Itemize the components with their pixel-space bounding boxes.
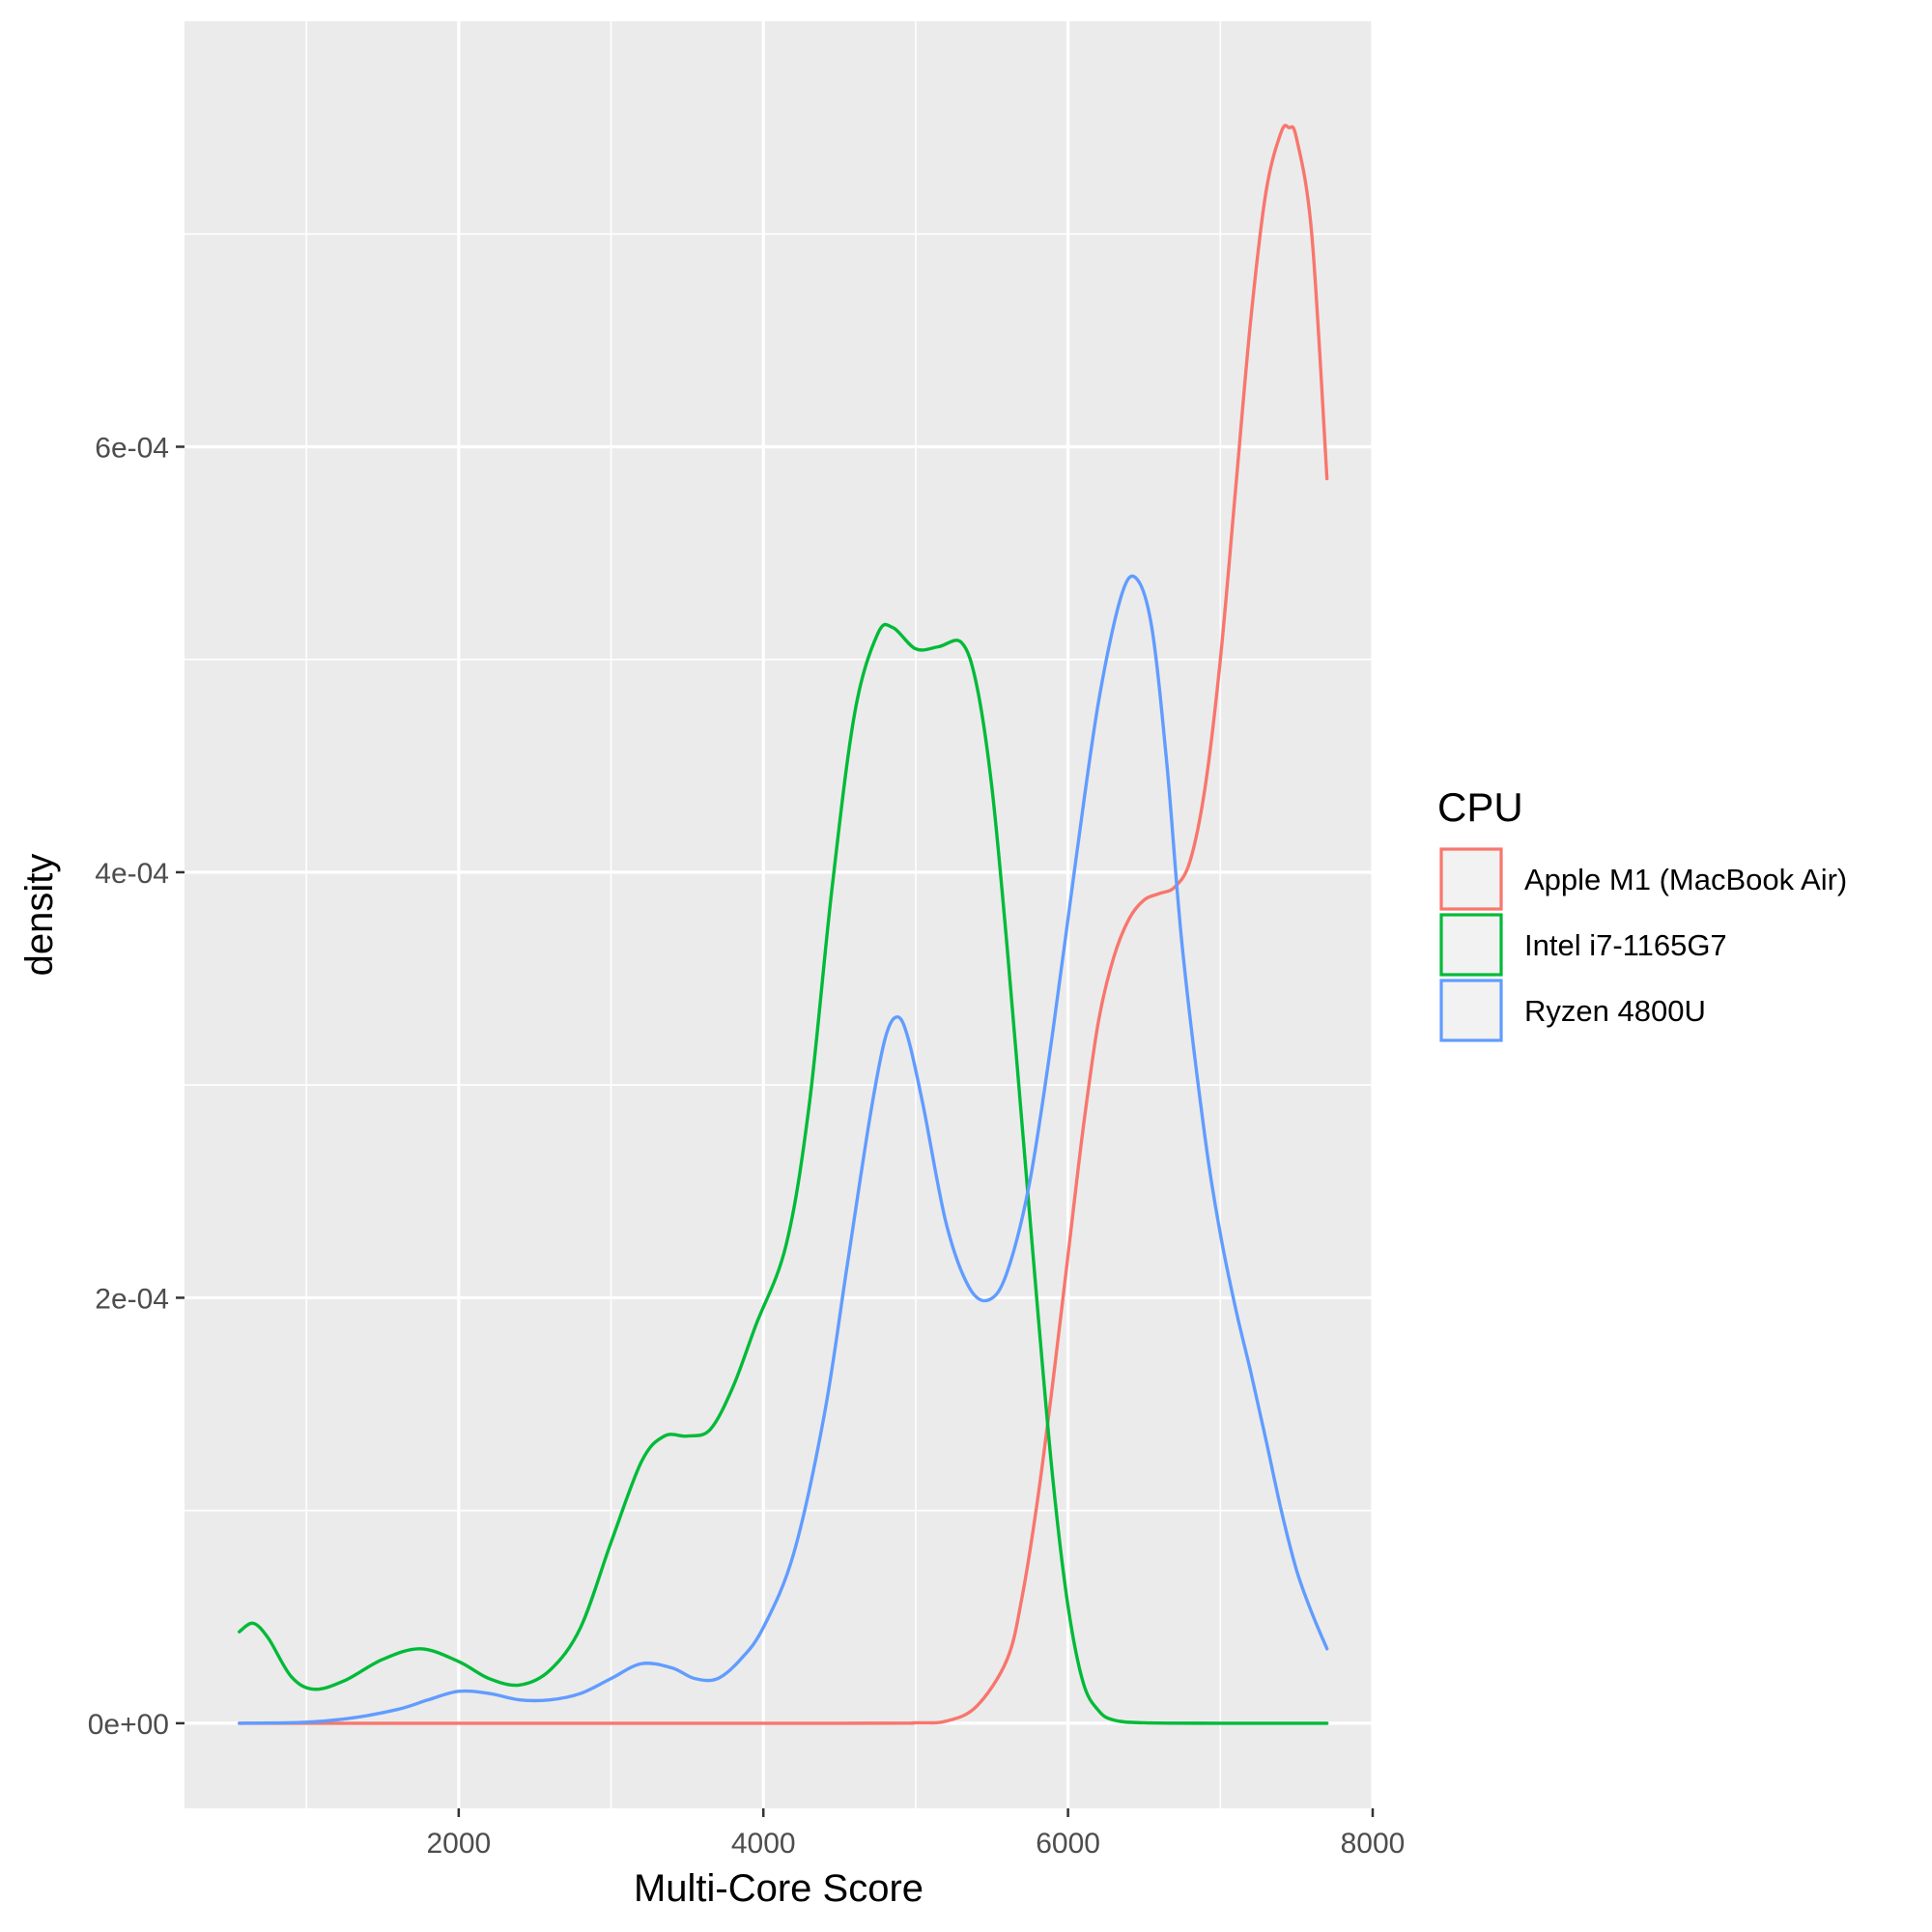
legend-key-intel-i7-1165g7 bbox=[1439, 913, 1503, 977]
legend-label-intel-i7-1165g7: Intel i7-1165G7 bbox=[1524, 928, 1727, 962]
y-axis: 0e+00 2e-04 4e-04 6e-04 bbox=[88, 432, 185, 1741]
legend-title: CPU bbox=[1437, 784, 1523, 830]
plot-panel bbox=[185, 21, 1373, 1808]
y-axis-title: density bbox=[18, 854, 61, 977]
x-axis: 2000 4000 6000 8000 bbox=[426, 1808, 1405, 1860]
legend: CPU Apple M1 (MacBook Air) Intel i7-1165G… bbox=[1437, 784, 1847, 1042]
x-tick-label: 6000 bbox=[1036, 1828, 1100, 1860]
x-tick-label: 2000 bbox=[426, 1828, 491, 1860]
x-axis-title: Multi-Core Score bbox=[634, 1867, 923, 1910]
x-tick-label: 8000 bbox=[1341, 1828, 1406, 1860]
legend-items: Apple M1 (MacBook Air) Intel i7-1165G7 Ryz… bbox=[1439, 847, 1847, 1042]
series-line-apple-m1-macbook-air bbox=[238, 124, 1329, 1725]
x-tick-label: 4000 bbox=[731, 1828, 796, 1860]
legend-key-ryzen-4800u bbox=[1439, 979, 1503, 1042]
legend-key-apple-m1-macbook-air bbox=[1439, 847, 1503, 911]
density-series bbox=[238, 124, 1329, 1725]
series-line-intel-i7-1165g7 bbox=[238, 622, 1329, 1725]
legend-label-ryzen-4800u: Ryzen 4800U bbox=[1524, 994, 1706, 1028]
y-tick-label: 0e+00 bbox=[88, 1709, 169, 1741]
y-tick-label: 2e-04 bbox=[95, 1283, 169, 1315]
minor-gridlines bbox=[185, 21, 1373, 1808]
series-line-ryzen-4800u bbox=[238, 574, 1329, 1725]
y-tick-label: 6e-04 bbox=[95, 432, 169, 464]
y-tick-label: 4e-04 bbox=[95, 858, 169, 890]
legend-label-apple-m1-macbook-air: Apple M1 (MacBook Air) bbox=[1524, 863, 1847, 896]
